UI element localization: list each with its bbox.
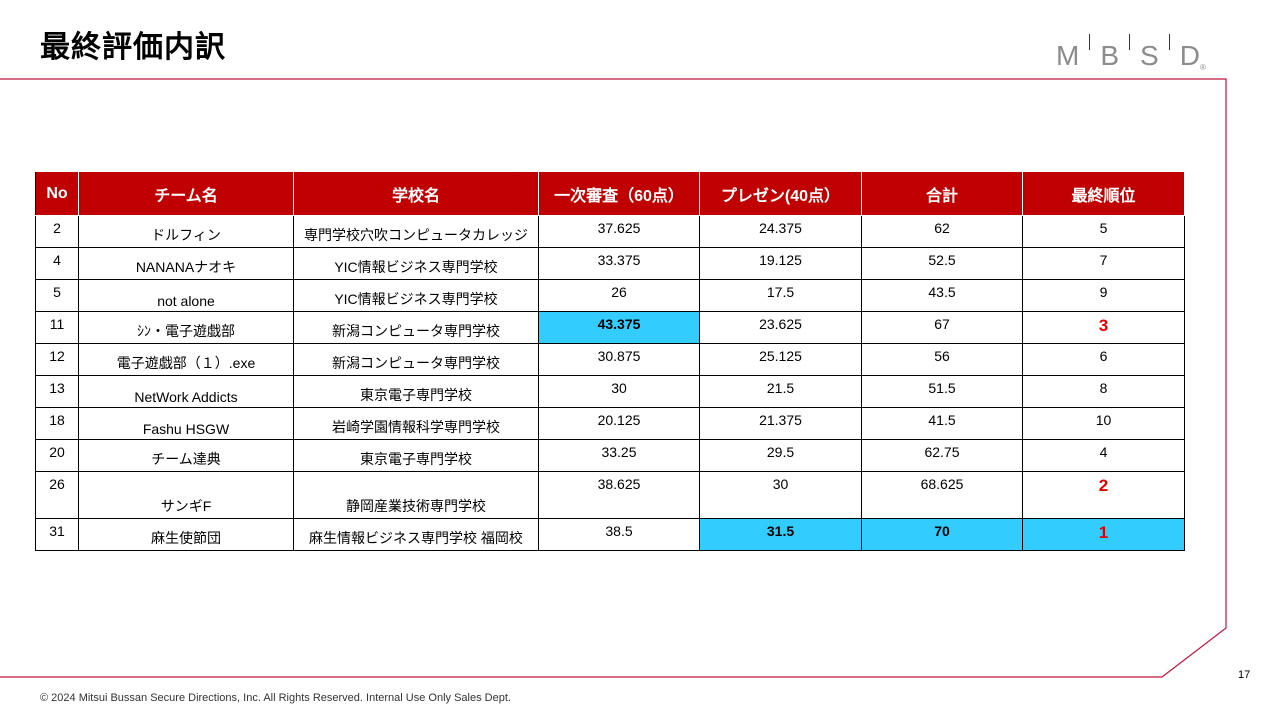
cell-first-review: 37.625 [538, 215, 700, 248]
registered-mark: ® [1199, 63, 1206, 72]
cell-team: ドルフィン [78, 215, 294, 248]
table-row: 2 ドルフィン 専門学校穴吹コンピュータカレッジ 37.625 24.375 62 5 [35, 215, 1185, 248]
cell-school: 麻生情報ビジネス専門学校 福岡校 [293, 518, 539, 551]
cell-no: 12 [35, 343, 79, 376]
cell-total: 52.5 [861, 247, 1023, 280]
cell-final-rank: 6 [1022, 343, 1185, 376]
cell-team: ｼﾝ・電子遊戯部 [78, 311, 294, 344]
cell-total: 43.5 [861, 279, 1023, 312]
cell-first-review: 38.625 [538, 471, 700, 519]
cell-no: 13 [35, 375, 79, 408]
table-row: 5 not alone YIC情報ビジネス専門学校 26 17.5 43.5 9 [35, 279, 1185, 312]
cell-final-rank: 8 [1022, 375, 1185, 408]
cell-school: 新潟コンピュータ専門学校 [293, 343, 539, 376]
cell-presentation: 25.125 [699, 343, 862, 376]
cell-total: 67 [861, 311, 1023, 344]
header-school: 学校名 [293, 171, 539, 216]
cell-total: 68.625 [861, 471, 1023, 519]
cell-school: 東京電子専門学校 [293, 439, 539, 472]
cell-no: 20 [35, 439, 79, 472]
cell-team: 麻生使節団 [78, 518, 294, 551]
logo-letter: B [1100, 40, 1120, 71]
cell-presentation: 29.5 [699, 439, 862, 472]
cell-first-review: 38.5 [538, 518, 700, 551]
table-header-row: No チーム名 学校名 一次審査（60点） プレゼン(40点） 合計 最終順位 [35, 171, 1185, 216]
cell-first-review: 20.125 [538, 407, 700, 440]
cell-total: 62.75 [861, 439, 1023, 472]
cell-team: Fashu HSGW [78, 407, 294, 440]
table-row: 20 チーム達典 東京電子専門学校 33.25 29.5 62.75 4 [35, 439, 1185, 472]
cell-school: YIC情報ビジネス専門学校 [293, 247, 539, 280]
cell-final-rank: 4 [1022, 439, 1185, 472]
cell-presentation: 17.5 [699, 279, 862, 312]
cell-total: 70 [861, 518, 1023, 551]
cell-final-rank: 3 [1022, 311, 1185, 344]
cell-final-rank: 2 [1022, 471, 1185, 519]
page-number: 17 [1238, 669, 1251, 681]
cell-no: 2 [35, 215, 79, 248]
cell-school: 静岡産業技術専門学校 [293, 471, 539, 519]
cell-school: 東京電子専門学校 [293, 375, 539, 408]
header-team: チーム名 [78, 171, 294, 216]
cell-final-rank: 7 [1022, 247, 1185, 280]
cell-first-review: 33.375 [538, 247, 700, 280]
cell-final-rank: 9 [1022, 279, 1185, 312]
table-row: 4 NANANAナオキ YIC情報ビジネス専門学校 33.375 19.125 52.5 7 [35, 247, 1185, 280]
cell-presentation: 24.375 [699, 215, 862, 248]
footer-copyright: © 2024 Mitsui Bussan Secure Directions, … [40, 692, 511, 704]
cell-presentation: 19.125 [699, 247, 862, 280]
cell-no: 26 [35, 471, 79, 519]
table-row: 12 電子遊戯部（１）.exe 新潟コンピュータ専門学校 30.875 25.125 56… [35, 343, 1185, 376]
cell-first-review: 26 [538, 279, 700, 312]
cell-first-review: 43.375 [538, 311, 700, 344]
cell-no: 4 [35, 247, 79, 280]
cell-team: サンギF [78, 471, 294, 519]
header-final-rank: 最終順位 [1022, 171, 1185, 216]
cell-first-review: 30.875 [538, 343, 700, 376]
cell-school: 新潟コンピュータ専門学校 [293, 311, 539, 344]
cell-final-rank: 10 [1022, 407, 1185, 440]
cell-total: 51.5 [861, 375, 1023, 408]
table-row: 31 麻生使節団 麻生情報ビジネス専門学校 福岡校 38.5 31.5 70 1 [35, 518, 1185, 551]
table-row: 13 NetWork Addicts 東京電子専門学校 30 21.5 51.5 8 [35, 375, 1185, 408]
cell-school: YIC情報ビジネス専門学校 [293, 279, 539, 312]
table-row: 18 Fashu HSGW 岩崎学園情報科学専門学校 20.125 21.375 41.5… [35, 407, 1185, 440]
slide-title: 最終評価内訳 [40, 30, 226, 65]
cell-school: 専門学校穴吹コンピュータカレッジ [293, 215, 539, 248]
cell-presentation: 23.625 [699, 311, 862, 344]
cell-school: 岩崎学園情報科学専門学校 [293, 407, 539, 440]
cell-total: 56 [861, 343, 1023, 376]
cell-team: NetWork Addicts [78, 375, 294, 408]
header-first-review: 一次審査（60点） [538, 171, 700, 216]
mbsd-logo: M B S D® [1056, 34, 1206, 72]
cell-no: 5 [35, 279, 79, 312]
table-row: 11 ｼﾝ・電子遊戯部 新潟コンピュータ専門学校 43.375 23.625 67 3 [35, 311, 1185, 344]
logo-letter: D [1179, 40, 1200, 71]
header-presentation: プレゼン(40点） [699, 171, 862, 216]
cell-first-review: 33.25 [538, 439, 700, 472]
cell-team: not alone [78, 279, 294, 312]
cell-total: 41.5 [861, 407, 1023, 440]
evaluation-table: No チーム名 学校名 一次審査（60点） プレゼン(40点） 合計 最終順位 … [35, 171, 1185, 551]
cell-presentation: 21.375 [699, 407, 862, 440]
logo-letter: M [1056, 40, 1080, 71]
header-total: 合計 [861, 171, 1023, 216]
cell-total: 62 [861, 215, 1023, 248]
cell-team: 電子遊戯部（１）.exe [78, 343, 294, 376]
cell-no: 18 [35, 407, 79, 440]
cell-final-rank: 1 [1022, 518, 1185, 551]
header-no: No [35, 171, 79, 216]
table-row: 26 サンギF 静岡産業技術専門学校 38.625 30 68.625 2 [35, 471, 1185, 519]
logo-letter: S [1140, 40, 1159, 71]
cell-team: チーム達典 [78, 439, 294, 472]
cell-presentation: 30 [699, 471, 862, 519]
cell-no: 31 [35, 518, 79, 551]
cell-final-rank: 5 [1022, 215, 1185, 248]
cell-presentation: 21.5 [699, 375, 862, 408]
cell-team: NANANAナオキ [78, 247, 294, 280]
cell-no: 11 [35, 311, 79, 344]
cell-presentation: 31.5 [699, 518, 862, 551]
cell-first-review: 30 [538, 375, 700, 408]
